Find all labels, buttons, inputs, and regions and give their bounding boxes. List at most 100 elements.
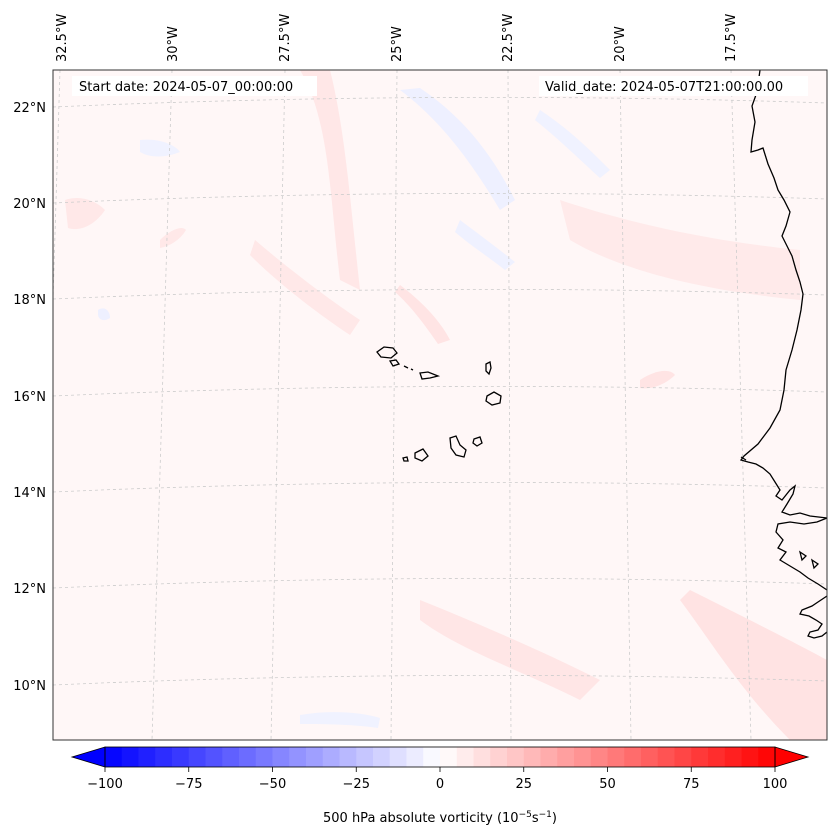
gridline-lat-14n: [53, 481, 827, 493]
gridline-lon-30w: [151, 70, 173, 740]
gridline-lon-32-5w: [53, 70, 61, 301]
colorbar-cell: [574, 747, 592, 767]
lat-label: 10°N: [13, 679, 46, 694]
colorbar-tick-label: 100: [763, 777, 788, 792]
vorticity-negative-patch: [535, 110, 610, 178]
colorbar-cell: [239, 747, 257, 767]
vorticity-positive-patch: [420, 600, 600, 700]
colorbar-tick-label: 75: [683, 777, 700, 792]
lat-label: 18°N: [13, 293, 46, 308]
colorbar-cell: [289, 747, 307, 767]
vorticity-positive-patch: [640, 370, 675, 389]
lat-label: 20°N: [13, 197, 46, 212]
colorbar-tick-label: 25: [515, 777, 532, 792]
island-maio: [472, 436, 483, 447]
colorbar-cell: [758, 747, 776, 767]
colorbar-cell: [356, 747, 374, 767]
gridline-lat-16n: [53, 385, 827, 397]
island-sal: [485, 361, 492, 376]
colorbar-cell: [490, 747, 508, 767]
colorbar-cell: [507, 747, 525, 767]
island-fogo: [414, 448, 429, 462]
colorbar-cell: [540, 747, 558, 767]
colorbar-tick-label: −25: [343, 777, 370, 792]
start-date-label: Start date: 2024-05-07_00:00:00: [79, 80, 293, 95]
island-boa-vista: [485, 391, 502, 406]
valid-date-box: [539, 76, 808, 96]
gridline-lon-17-5w: [730, 70, 752, 740]
vorticity-positive-patch: [300, 70, 360, 290]
colorbar-cell: [121, 747, 140, 767]
gridline-lat-10n: [53, 674, 827, 686]
colorbar-cell: [322, 747, 341, 767]
map-panel: Start date: 2024-05-07_00:00:00 Valid_da…: [52, 69, 828, 741]
lon-label: 32.5°W: [55, 14, 70, 62]
vorticity-positive-patch: [250, 240, 360, 335]
map-gridlines: [53, 70, 827, 740]
colorbar-tick-label: 50: [599, 777, 616, 792]
lon-label: 17.5°W: [724, 14, 739, 62]
colorbar-cell: [674, 747, 692, 767]
colorbar-ticks: −100 −75 −50 −25 0 25 50 75 100: [87, 767, 787, 792]
colorbar-extend-min: [70, 746, 106, 768]
gridline-lon-25w: [390, 70, 398, 740]
colorbar-cell: [708, 747, 726, 767]
colorbar-cell: [741, 747, 759, 767]
island-sao-nicolau: [410, 368, 414, 371]
colorbar-cell: [423, 747, 441, 767]
colorbar-cell: [440, 747, 458, 767]
colorbar-cell: [389, 747, 408, 767]
colorbar-cell: [272, 747, 290, 767]
map-frame: [52, 69, 828, 741]
lat-label: 14°N: [13, 486, 46, 501]
gridline-lon-27-5w: [270, 70, 286, 740]
colorbar-tick-label: −100: [87, 777, 123, 792]
colorbar-cell: [607, 747, 625, 767]
colorbar-cell: [473, 747, 491, 767]
lon-label: 20°W: [613, 26, 628, 62]
colorbar-cell: [724, 747, 743, 767]
valid-date-label: Valid_date: 2024-05-07T21:00:00.00: [545, 80, 783, 95]
lon-label: 25°W: [390, 26, 405, 62]
gridline-lon-22-5w: [507, 70, 512, 740]
west-africa-coastline: [739, 69, 828, 639]
colorbar-cell: [624, 747, 642, 767]
colorbar-cell: [155, 747, 173, 767]
vorticity-negative-patch: [140, 139, 180, 157]
vorticity-field: [65, 70, 827, 740]
colorbar-label: 500 hPa absolute vorticity (10−5s−1): [323, 810, 557, 826]
colorbar: −100 −75 −50 −25 0 25 50 75 100 500 hPa absolute…: [70, 746, 810, 826]
vorticity-positive-patch: [160, 228, 186, 248]
coastline-bijagos: [798, 550, 820, 570]
colorbar-cell: [339, 747, 357, 767]
vorticity-positive-patch: [65, 198, 105, 230]
colorbar-tick-label: 0: [436, 777, 444, 792]
longitude-labels: 32.5°W 30°W 27.5°W 25°W 22.5°W 20°W 17.5…: [55, 14, 739, 62]
gridline-lat-22n: [53, 96, 827, 108]
island-santiago: [449, 435, 467, 458]
colorbar-cell: [406, 747, 424, 767]
coastline-mauritania-senegal: [739, 69, 828, 519]
coastline-dakar-peninsula: [740, 456, 747, 461]
gridline-lat-12n: [53, 577, 827, 589]
island-sao-nicolau-main: [419, 371, 441, 380]
island-santa-luzia: [403, 365, 409, 369]
gridline-lon-20w: [619, 70, 632, 740]
colorbar-cell: [657, 747, 676, 767]
colorbar-cell: [105, 747, 123, 767]
lon-label: 22.5°W: [501, 14, 516, 62]
lon-label: 30°W: [166, 26, 181, 62]
coastline-guinea-bissau: [775, 517, 828, 591]
vorticity-positive-patch: [680, 590, 827, 740]
colorbar-extend-max: [774, 746, 810, 768]
lat-label: 16°N: [13, 390, 46, 405]
colorbar-cell: [590, 747, 609, 767]
vorticity-positive-patch: [560, 200, 800, 300]
colorbar-cell: [557, 747, 575, 767]
vorticity-negative-patch: [98, 308, 110, 321]
vorticity-negative-patch: [400, 88, 515, 210]
colorbar-cell: [373, 747, 391, 767]
colorbar-tick-label: −50: [259, 777, 286, 792]
colorbar-cell: [255, 747, 274, 767]
